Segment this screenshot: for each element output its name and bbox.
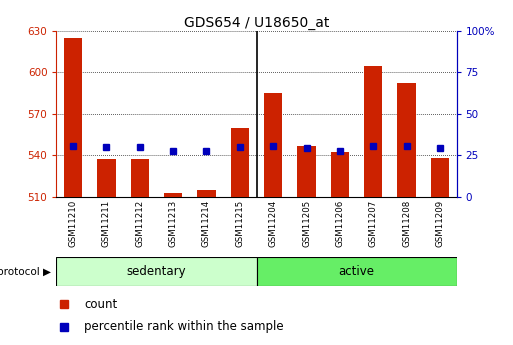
Title: GDS654 / U18650_at: GDS654 / U18650_at: [184, 16, 329, 30]
Bar: [298, 146, 315, 197]
Bar: [56, 257, 256, 286]
Text: count: count: [85, 298, 117, 311]
Bar: [64, 38, 82, 197]
Text: percentile rank within the sample: percentile rank within the sample: [85, 321, 284, 333]
Bar: [231, 128, 249, 197]
Text: protocol ▶: protocol ▶: [0, 267, 51, 277]
Bar: [97, 159, 115, 197]
Bar: [331, 152, 349, 197]
Text: sedentary: sedentary: [127, 265, 186, 278]
Bar: [364, 66, 382, 197]
Bar: [198, 190, 215, 197]
Bar: [256, 257, 457, 286]
Bar: [398, 83, 416, 197]
Bar: [431, 158, 449, 197]
Bar: [131, 159, 149, 197]
Text: active: active: [339, 265, 374, 278]
Bar: [164, 193, 182, 197]
Bar: [264, 93, 282, 197]
